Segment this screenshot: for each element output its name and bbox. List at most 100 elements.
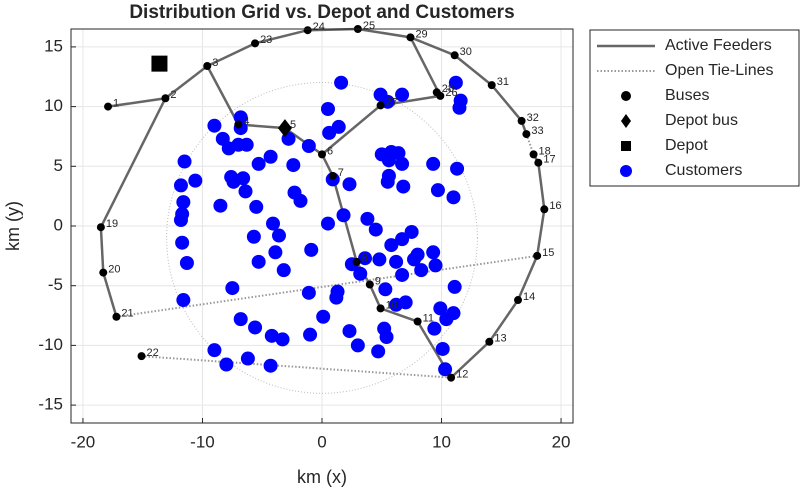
customer [246,229,261,244]
bus-label: 17 [543,154,555,166]
bus-label: 12 [456,369,468,381]
legend-label: Depot [665,137,708,154]
customer [316,309,331,324]
legend-swatch [620,165,632,177]
customer [438,362,453,377]
bus [447,373,456,382]
bus [514,296,523,305]
customer [395,156,410,171]
bus-label: 29 [415,28,427,40]
bus-label: 33 [531,125,543,137]
customer [350,338,365,353]
bus [432,88,441,97]
customer [372,252,387,267]
customer [414,263,429,278]
bus-label: 3 [212,57,218,69]
bus [328,171,337,180]
customer [368,222,383,237]
customer [263,358,278,373]
customer [301,285,316,300]
customer [371,344,386,359]
customer [322,125,337,140]
bus-label: 10 [386,299,398,311]
bus-label: 19 [106,218,118,230]
customer [404,224,419,239]
customer [358,251,373,266]
customer [176,195,191,210]
bus-label: 31 [497,76,509,88]
customer [320,101,335,116]
bus-label: 21 [121,308,133,320]
legend-swatch [621,114,631,128]
customer [179,256,194,271]
customer [448,75,463,90]
customer [334,75,349,90]
customer [430,183,445,198]
bus [376,304,385,313]
bus-label: 6 [327,145,333,157]
bus [96,223,105,232]
customer [389,254,404,269]
y-tick-label: 0 [54,215,63,234]
customer [239,137,254,152]
bus-label: 26 [445,87,457,99]
bus-label: 25 [363,20,375,32]
bus-label: 32 [527,112,539,124]
customer [233,312,248,327]
customer [238,184,253,199]
customer [251,156,266,171]
x-tick-label: 10 [432,432,451,451]
bus-label: 23 [260,34,272,46]
depot [151,55,168,72]
x-tick-label: -20 [71,432,96,451]
customer [248,320,263,335]
bus [534,158,543,167]
bus [234,120,243,129]
bus-label: 18 [539,145,551,157]
legend-swatch [621,91,631,101]
customer [263,149,278,164]
customer [173,213,188,228]
customer [207,118,222,133]
customer [264,328,279,343]
customer [219,357,234,372]
bus [485,337,494,346]
legend-label: Depot bus [665,112,738,129]
legend-label: Open Tie-Lines [665,62,774,79]
bus-label: 14 [523,291,535,303]
customer [303,327,318,342]
customer [271,228,286,243]
y-tick-label: 15 [44,36,63,55]
customer [433,301,448,316]
bus-label: 8 [362,253,368,265]
customer [342,324,357,339]
bus [517,116,526,125]
bus [406,33,415,42]
customer [330,284,345,299]
legend-label: Buses [665,87,709,104]
x-tick-label: 0 [317,432,326,451]
customer [249,199,264,214]
customer [320,216,335,231]
bus [522,130,531,139]
customer [240,351,255,366]
x-tick-label: 20 [552,432,571,451]
axes-box [70,28,574,424]
legend-box [589,29,800,187]
bus-label: 30 [460,46,472,58]
customer [251,254,266,269]
customer [301,139,316,154]
customer [378,282,393,297]
y-tick-label: 5 [54,156,63,175]
customer [446,306,461,321]
bus [137,352,146,361]
bus-label: 9 [375,275,381,287]
bus [303,26,312,35]
customer [353,266,368,281]
bus [99,268,108,277]
bus-label: 22 [147,347,159,359]
customer [276,263,291,278]
bus [112,312,121,321]
bus-label: 20 [108,263,120,275]
customer [207,343,222,358]
